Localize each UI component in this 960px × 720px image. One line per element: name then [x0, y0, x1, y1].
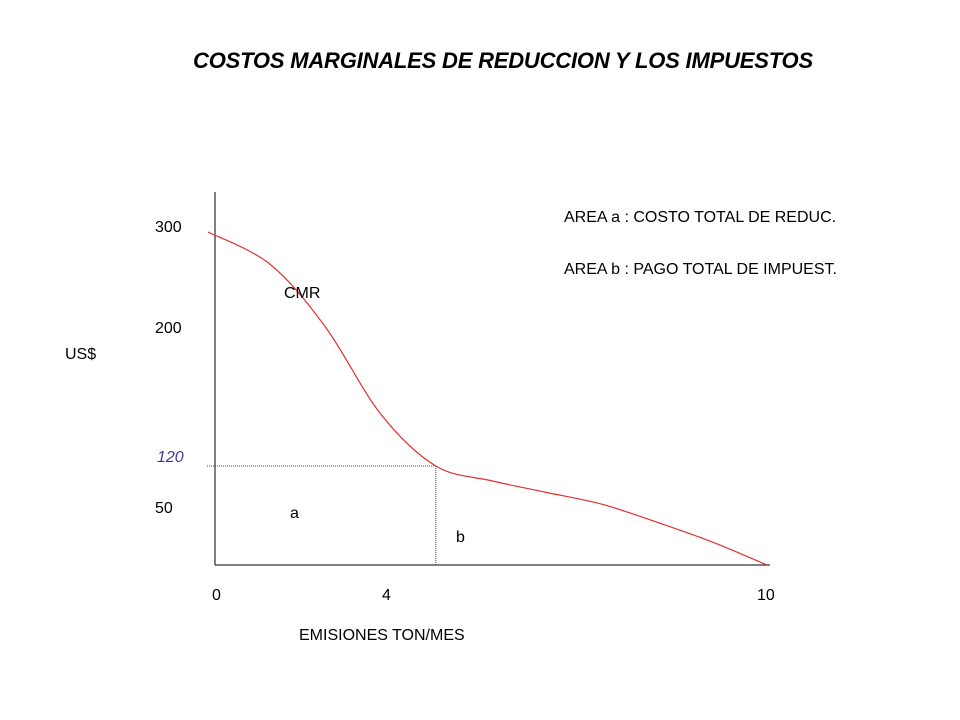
annotation-area-b: AREA b : PAGO TOTAL DE IMPUEST. [564, 261, 837, 278]
x-tick-label-0: 0 [212, 587, 221, 604]
chart-title: COSTOS MARGINALES DE REDUCCION Y LOS IMP… [193, 48, 813, 73]
y-tick-label-120: 120 [157, 449, 184, 466]
x-tick-label-10: 10 [757, 587, 775, 604]
y-tick-label-200: 200 [155, 320, 182, 337]
series-line-cmr [207, 231, 768, 566]
x-axis-label: EMISIONES TON/MES [299, 627, 465, 644]
area-label-b: b [456, 529, 465, 546]
series-label-cmr: CMR [284, 285, 320, 302]
area-label-a: a [290, 505, 299, 522]
annotation-area-a: AREA a : COSTO TOTAL DE REDUC. [564, 209, 836, 226]
x-tick-label-4: 4 [382, 587, 391, 604]
y-tick-label-50: 50 [155, 500, 173, 517]
y-tick-label-300: 300 [155, 219, 182, 236]
y-axis-label: US$ [65, 346, 96, 363]
